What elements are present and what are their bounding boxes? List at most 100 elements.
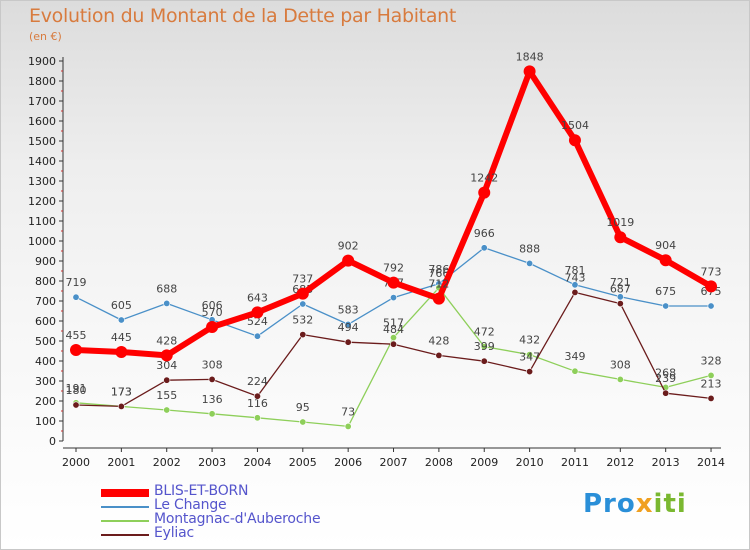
data-label: 781 [564,264,585,277]
data-label: 445 [111,331,132,344]
data-label: 721 [610,276,631,289]
x-tick-label: 2002 [153,456,181,469]
data-point [70,344,82,356]
data-point [390,340,398,348]
y-tick-label: 800 [35,275,56,288]
y-tick-label: 1100 [28,215,56,228]
y-tick-label: 1600 [28,115,56,128]
legend-label: Eyliac [154,525,194,541]
legend-label: BLIS-ET-BORN [154,483,249,499]
data-label: 583 [338,303,359,316]
x-tick-label: 2008 [425,456,453,469]
data-point [662,389,670,397]
data-label: 786 [428,263,449,276]
y-tick-label: 700 [35,295,56,308]
data-label: 136 [202,393,223,406]
data-label: 888 [519,242,540,255]
y-tick-label: 900 [35,255,56,268]
data-label: 688 [156,282,177,295]
data-point [163,406,171,414]
data-label: 643 [247,291,268,304]
data-point [253,392,261,400]
data-label: 304 [156,359,177,372]
data-point [253,332,261,340]
data-point [526,351,534,359]
x-tick-label: 2012 [606,456,634,469]
data-label: 1848 [516,50,544,63]
x-tick-label: 2010 [516,456,544,469]
x-tick-label: 2000 [62,456,90,469]
data-point [526,259,534,267]
data-point [616,300,624,308]
data-label: 570 [202,306,223,319]
x-tick-label: 2013 [652,456,680,469]
data-point [616,293,624,301]
legend-label: Le Change [154,497,227,513]
data-label: 224 [247,375,268,388]
y-tick-label: 0 [49,435,56,448]
y-tick-label: 1300 [28,175,56,188]
data-label: 1019 [606,216,634,229]
data-label: 173 [111,385,132,398]
y-tick-label: 500 [35,335,56,348]
data-label: 494 [338,321,359,334]
x-tick-label: 2011 [561,456,589,469]
data-point [160,349,173,362]
data-label: 773 [701,265,722,278]
series-line [75,68,713,359]
logo-part-2: x [635,489,654,519]
data-point [344,422,352,430]
data-point [253,414,261,422]
data-label: 328 [701,354,722,367]
y-tick-label: 1800 [28,75,56,88]
data-point [432,292,445,305]
data-label: 173 [111,385,132,398]
y-tick-label: 1500 [28,135,56,148]
data-point [571,281,579,289]
data-point [662,302,670,310]
chart-subtitle: (en €) [29,30,62,43]
legend-label: Montagnac-d'Auberoche [154,511,321,527]
data-point [299,300,307,308]
data-point [707,302,715,310]
data-label: 432 [519,334,540,347]
y-tick-label: 1700 [28,95,56,108]
data-point [251,306,264,319]
data-point [117,316,125,324]
data-label: 902 [338,240,359,253]
data-point [296,287,309,300]
data-point [707,394,715,402]
data-label: 1504 [561,119,589,132]
x-tick-label: 2005 [289,456,317,469]
data-label: 399 [474,340,495,353]
y-tick-label: 1200 [28,195,56,208]
data-label: 95 [296,401,310,414]
data-point [206,321,219,333]
chart-title: Evolution du Montant de la Dette par Hab… [29,5,457,27]
data-point [299,331,307,339]
data-point [480,343,488,351]
data-label: 268 [655,366,676,379]
x-tick-label: 2003 [198,456,226,469]
y-tick-label: 400 [35,355,56,368]
data-label: 73 [341,405,355,418]
data-point [163,299,171,307]
data-label: 155 [156,389,177,402]
data-label: 191 [66,382,87,395]
x-tick-label: 2007 [380,456,408,469]
logo-part-3: iti [653,489,687,519]
data-label: 532 [292,314,313,327]
data-label: 213 [701,377,722,390]
data-point [571,367,579,375]
data-label: 239 [655,372,676,385]
data-point [342,254,355,267]
data-label: 904 [655,239,676,252]
data-label: 743 [564,271,585,284]
data-point [659,254,672,267]
legend-swatch [101,534,149,536]
y-tick-label: 200 [35,395,56,408]
data-point [568,134,581,147]
data-point [435,351,443,359]
